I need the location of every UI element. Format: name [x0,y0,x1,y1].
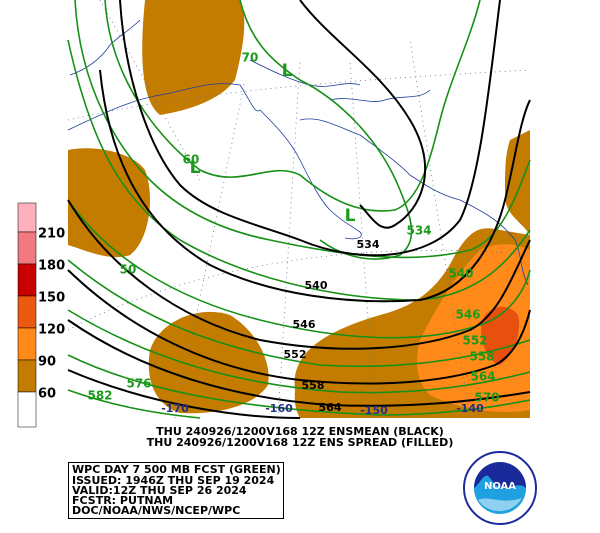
contour-label: 564 [470,370,495,384]
map-labels: 70 L 60 L L 534 534 540 50 540 546 546 5… [87,51,499,418]
contour-label: 534 [406,224,431,238]
longitude-label: -170 [161,402,189,415]
noaa-logo: NOAA [463,451,537,525]
legend-swatch [17,202,37,233]
contour-label: 540 [305,279,328,292]
contour-label: 534 [357,238,380,251]
map: 70 L 60 L L 534 534 540 50 540 546 546 5… [67,0,531,419]
contour-label: 70 [242,51,259,65]
contour-label: 576 [126,377,151,391]
legend-swatch [17,391,37,428]
info-line: VALID:12Z THU SEP 26 2024 [72,484,247,497]
info-line: WPC DAY 7 500 MB FCST (GREEN) [72,463,281,476]
contour-label: 552 [284,348,307,361]
longitude-label: -140 [456,402,484,415]
low-marker: L [282,61,293,81]
contour-label: 50 [120,263,137,277]
legend-label: 180 [38,259,65,274]
legend-label: 120 [38,323,65,338]
info-line: ISSUED: 1946Z THU SEP 19 2024 [72,474,275,487]
caption: THU 240926/1200V168 12Z ENS SPREAD (FILL… [147,436,454,449]
color-legend: 210 180 150 120 90 60 [17,202,65,428]
contour-label: 540 [448,267,473,281]
forecast-contour [67,0,531,419]
contour-label: 60 [183,153,200,167]
legend-swatch [17,359,37,393]
longitude-label: -160 [265,402,293,415]
low-marker: L [190,158,201,178]
info-line: FCSTR: PUTNAM [72,494,173,507]
low-marker: L [345,206,356,226]
legend-label: 90 [38,355,56,370]
legend-swatch [17,263,37,297]
contour-label: 546 [293,318,316,331]
info-line: DOC/NOAA/NWS/NCEP/WPC [72,504,240,517]
contour-label: 582 [87,389,112,403]
contour-label: 546 [455,308,480,322]
graticule [67,0,531,419]
legend-swatch [17,295,37,329]
legend-label: 210 [38,227,65,242]
legend-swatch [17,327,37,361]
contour-label: 564 [319,401,342,414]
caption: THU 240926/1200V168 12Z ENSMEAN (BLACK) [156,425,444,438]
logo-text: NOAA [484,481,516,492]
contour-label: 558 [302,379,325,392]
contour-label: 558 [469,350,494,364]
info-box: WPC DAY 7 500 MB FCST (GREEN) ISSUED: 19… [68,462,284,519]
legend-swatch [17,231,37,265]
ensemble-mean-contour [67,0,531,419]
legend-label: 150 [38,291,65,306]
contour-label: 552 [462,334,487,348]
legend-label: 60 [38,387,56,402]
contour-label: 570 [474,391,499,405]
longitude-label: -150 [360,404,388,417]
